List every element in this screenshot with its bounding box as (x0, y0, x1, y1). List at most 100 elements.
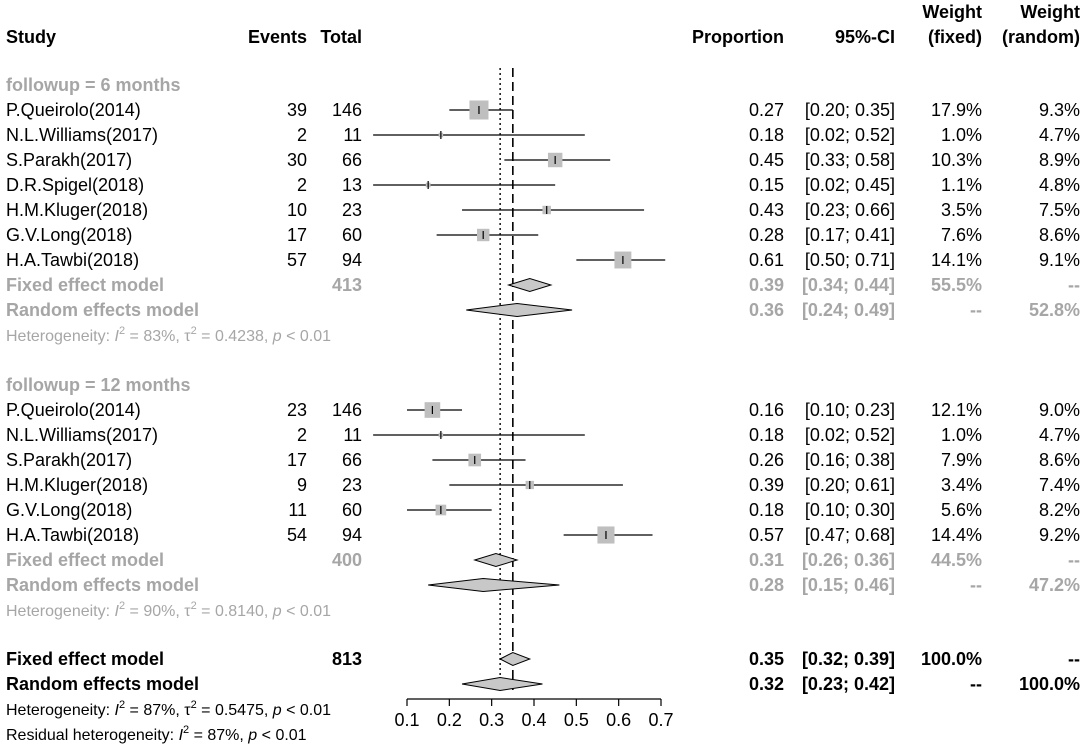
header-ci: 95%-CI (835, 27, 895, 47)
study-events: 23 (287, 400, 307, 420)
study-proportion: 0.18 (749, 500, 784, 520)
study-weight-fixed: 3.5% (941, 200, 982, 220)
study-ci: [0.02; 0.45] (805, 175, 895, 195)
study-total: 23 (342, 475, 362, 495)
subgroup-label: followup = 6 months (6, 75, 181, 95)
study-weight-random: 9.3% (1039, 100, 1080, 120)
study-events: 11 (288, 500, 307, 520)
study-name: N.L.Williams(2017) (6, 125, 158, 145)
study-events: 2 (297, 125, 307, 145)
random-subgroup-model-weight-random: 52.8% (1029, 300, 1080, 320)
study-weight-fixed: 14.4% (931, 525, 982, 545)
study-name: H.M.Kluger(2018) (6, 475, 148, 495)
study-row: H.M.Kluger(2018) 9 23 0.39 [0.20; 0.61] 3.4% 7… (6, 475, 1080, 495)
study-name: G.V.Long(2018) (6, 500, 132, 520)
study-row: S.Parakh(2017) 30 66 0.45 [0.33; 0.58] 10.3% 8… (6, 150, 1080, 170)
overall-fixed-model-total: 813 (332, 649, 362, 669)
header-weight-random-line1: Weight (1020, 2, 1080, 22)
header-row: Study Events Total Proportion 95%-CI Wei… (6, 2, 1080, 47)
study-weight-fixed: 5.6% (941, 500, 982, 520)
study-weight-random: 7.5% (1039, 200, 1080, 220)
study-events: 57 (287, 250, 307, 270)
subgroup-heterogeneity-text: Heterogeneity: I2 = 90%, τ2 = 0.8140, p … (6, 600, 331, 620)
header-proportion: Proportion (692, 27, 784, 47)
random-subgroup-model-diamond (466, 302, 573, 318)
study-ci: [0.23; 0.66] (805, 200, 895, 220)
study-total: 146 (332, 400, 362, 420)
header-weight-fixed-line2: (fixed) (928, 27, 982, 47)
study-row: G.V.Long(2018) 17 60 0.28 [0.17; 0.41] 7.6% 8.… (6, 225, 1080, 245)
study-proportion: 0.43 (749, 200, 784, 220)
fixed-subgroup-model-weight-fixed: 44.5% (931, 550, 982, 570)
study-total: 146 (332, 100, 362, 120)
study-ci: [0.10; 0.23] (805, 400, 895, 420)
study-name: S.Parakh(2017) (6, 150, 132, 170)
study-weight-random: 9.1% (1039, 250, 1080, 270)
study-weight-random: 9.0% (1039, 400, 1080, 420)
study-row: H.A.Tawbi(2018) 54 94 0.57 [0.47; 0.68] 14.4%… (6, 525, 1080, 545)
subgroup-heterogeneity: Heterogeneity: I2 = 83%, τ2 = 0.4238, p … (6, 325, 331, 345)
study-weight-random: 8.6% (1039, 225, 1080, 245)
overall-fixed-model-weight-fixed: 100.0% (921, 649, 982, 669)
study-row: H.A.Tawbi(2018) 57 94 0.61 [0.50; 0.71] 14.1%… (6, 250, 1080, 270)
fixed-subgroup-model-proportion: 0.31 (749, 550, 784, 570)
study-ci: [0.47; 0.68] (805, 525, 895, 545)
fixed-subgroup-model-row: Fixed effect model 400 0.31 [0.26; 0.36] 44.… (6, 550, 1080, 570)
fixed-subgroup-model-proportion: 0.39 (749, 275, 784, 295)
overall-random-model-weight-fixed: -- (970, 674, 982, 694)
fixed-subgroup-model-label: Fixed effect model (6, 275, 164, 295)
fixed-subgroup-model-row: Fixed effect model 413 0.39 [0.34; 0.44] 55.… (6, 275, 1080, 295)
residual-heterogeneity-text: Residual heterogeneity: I2 = 87%, p < 0.… (6, 724, 307, 744)
study-ci: [0.02; 0.52] (805, 425, 895, 445)
fixed-subgroup-model-weight-random: -- (1068, 550, 1080, 570)
fixed-subgroup-model-ci: [0.26; 0.36] (802, 550, 895, 570)
study-name: H.A.Tawbi(2018) (6, 250, 139, 270)
study-name: H.M.Kluger(2018) (6, 200, 148, 220)
study-ci: [0.50; 0.71] (805, 250, 895, 270)
study-events: 10 (287, 200, 307, 220)
random-subgroup-model-diamond (428, 577, 560, 593)
overall-fixed-model-weight-random: -- (1068, 649, 1080, 669)
overall-heterogeneity-text: Heterogeneity: I2 = 87%, τ2 = 0.5475, p … (6, 699, 331, 719)
study-total: 60 (342, 225, 362, 245)
x-axis: 0.1 0.2 0.3 0.4 0.5 0.6 0.7 (394, 698, 674, 730)
study-events: 30 (287, 150, 307, 170)
study-proportion: 0.57 (749, 525, 784, 545)
study-proportion: 0.18 (749, 125, 784, 145)
study-ci: [0.16; 0.38] (805, 450, 895, 470)
overall-heterogeneity: Heterogeneity: I2 = 87%, τ2 = 0.5475, p … (6, 699, 331, 719)
study-ci: [0.20; 0.61] (805, 475, 895, 495)
header-total: Total (320, 27, 362, 47)
study-name: G.V.Long(2018) (6, 225, 132, 245)
study-row: N.L.Williams(2017) 2 11 0.18 [0.02; 0.52] 1.0… (6, 125, 1080, 145)
study-weight-fixed: 7.6% (941, 225, 982, 245)
random-subgroup-model-ci: [0.15; 0.46] (802, 575, 895, 595)
study-proportion: 0.15 (749, 175, 784, 195)
random-subgroup-model-label: Random effects model (6, 575, 199, 595)
study-weight-random: 9.2% (1039, 525, 1080, 545)
study-proportion: 0.16 (749, 400, 784, 420)
study-row: D.R.Spigel(2018) 2 13 0.15 [0.02; 0.45] 1.1% 4… (6, 175, 1080, 195)
study-events: 17 (287, 225, 307, 245)
fixed-subgroup-model-label: Fixed effect model (6, 550, 164, 570)
study-row: N.L.Williams(2017) 2 11 0.18 [0.02; 0.52] 1.0… (6, 425, 1080, 445)
overall-fixed-model-label: Fixed effect model (6, 649, 164, 669)
study-name: N.L.Williams(2017) (6, 425, 158, 445)
study-total: 94 (342, 525, 362, 545)
overall-random-model-ci: [0.23; 0.42] (802, 674, 895, 694)
x-axis-tick-label: 0.1 (394, 710, 419, 730)
x-axis-tick-label: 0.7 (648, 710, 673, 730)
x-axis-tick-label: 0.4 (521, 710, 546, 730)
overall-random-model-diamond (461, 676, 543, 692)
study-weight-fixed: 1.0% (941, 425, 982, 445)
study-name: S.Parakh(2017) (6, 450, 132, 470)
subgroup-label: followup = 12 months (6, 375, 191, 395)
study-total: 11 (343, 125, 362, 145)
study-proportion: 0.39 (749, 475, 784, 495)
study-events: 2 (297, 425, 307, 445)
study-weight-random: 4.7% (1039, 125, 1080, 145)
study-weight-fixed: 7.9% (941, 450, 982, 470)
study-total: 13 (342, 175, 362, 195)
study-ci: [0.10; 0.30] (805, 500, 895, 520)
